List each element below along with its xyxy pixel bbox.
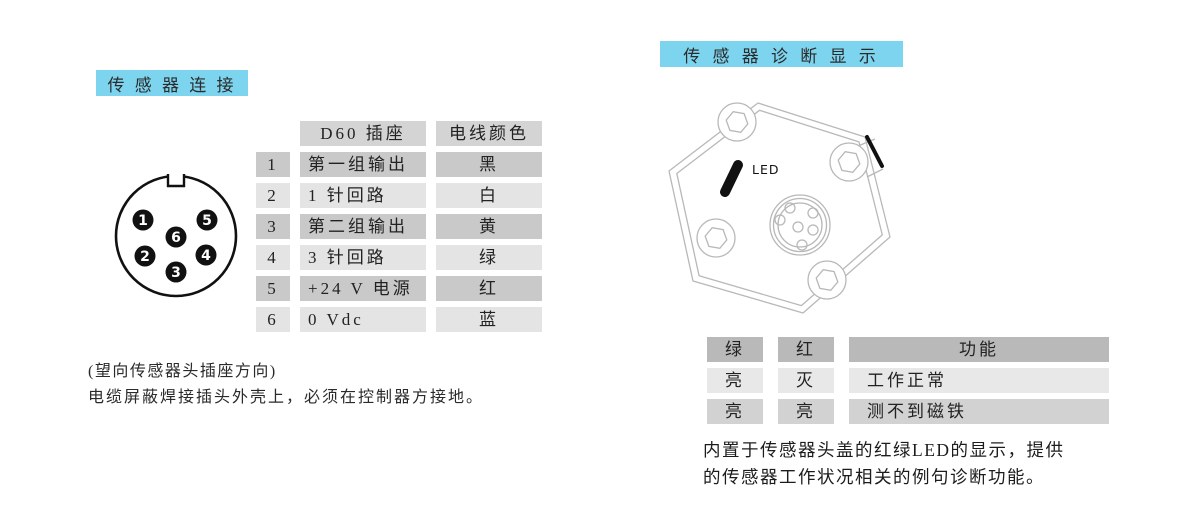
diagnostic-description-line-1: 内置于传感器头盖的红绿LED的显示，提供	[703, 440, 1065, 460]
section-title-sensor-connection: 传 感 器 连 接	[96, 70, 248, 96]
led-row-2-red: 亮	[778, 399, 834, 424]
alignment-tick-mark	[865, 135, 884, 168]
led-table-header-green: 绿	[707, 337, 763, 362]
bolt-top	[717, 102, 757, 142]
pin-3-label: 3	[171, 265, 181, 281]
keyway-mask	[167, 172, 185, 186]
pin-6-label: 6	[171, 230, 181, 246]
led-indicator	[720, 160, 743, 197]
pin-1-circle	[132, 209, 154, 231]
wiring-row-1-function: 第一组输出	[300, 152, 426, 177]
wiring-row-6-color: 蓝	[436, 307, 542, 332]
connector-view-note: (望向传感器头插座方向)	[88, 363, 277, 380]
wiring-table-corner-cell	[256, 121, 290, 146]
keyway-notch	[166, 174, 186, 188]
pin-3-circle	[165, 261, 187, 283]
wiring-row-2-pin: 2	[256, 183, 290, 208]
wiring-row-3-color: 黄	[436, 214, 542, 239]
wiring-table-header-socket: D60 插座	[300, 121, 426, 146]
pin-5-circle	[196, 209, 218, 231]
wiring-row-6-pin: 6	[256, 307, 290, 332]
wiring-row-4-function: 3 针回路	[300, 245, 426, 270]
wiring-row-5-pin: 5	[256, 276, 290, 301]
wiring-row-6-function: 0 Vdc	[300, 307, 426, 332]
pin-6-circle	[165, 226, 187, 248]
wiring-table: D60 插座 电线颜色 1 第一组输出 黑 2 1 针回路 白 3 第二组输出 …	[256, 121, 542, 332]
wiring-row-4-pin: 4	[256, 245, 290, 270]
cable-shield-note: 电缆屏蔽焊接插头外壳上，必须在控制器方接地。	[88, 389, 485, 406]
led-label: LED	[752, 162, 780, 177]
led-table-header-function: 功能	[849, 337, 1109, 362]
wiring-row-1-pin: 1	[256, 152, 290, 177]
bolt-lower-left	[696, 218, 736, 258]
sensor-head-diagram: LED	[668, 102, 891, 314]
pin-group: 1 5 6 2 4 3	[132, 209, 218, 283]
wiring-row-2-function: 1 针回路	[300, 183, 426, 208]
pin-1-label: 1	[138, 213, 148, 229]
bolt-upper-right	[829, 142, 869, 182]
alignment-tab-lines	[857, 138, 884, 178]
pin-4-label: 4	[201, 248, 211, 264]
central-connector	[769, 194, 831, 256]
section-title-label: 传 感 器 诊 断 显 示	[683, 46, 880, 66]
pin-5-label: 5	[202, 213, 212, 229]
led-row-2-green: 亮	[707, 399, 763, 424]
led-row-2-function: 测不到磁铁	[849, 399, 1109, 424]
wiring-row-3-pin: 3	[256, 214, 290, 239]
led-table-header-red: 红	[778, 337, 834, 362]
pin-4-circle	[195, 244, 217, 266]
wiring-row-3-function: 第二组输出	[300, 214, 426, 239]
connector-pinout-diagram: 1 5 6 2 4 3	[114, 172, 238, 298]
pin-2-circle	[134, 245, 156, 267]
section-title-sensor-diagnostic-display: 传 感 器 诊 断 显 示	[660, 41, 903, 67]
pin-2-label: 2	[140, 249, 150, 265]
wiring-row-2-color: 白	[436, 183, 542, 208]
led-status-table: 绿 红 功能 亮 灭 工作正常 亮 亮 测不到磁铁	[707, 337, 1109, 424]
diagnostic-description: 内置于传感器头盖的红绿LED的显示，提供 的传感器工作状况相关的例句诊断功能。	[703, 437, 1065, 491]
bolt-bottom	[807, 260, 847, 300]
wiring-row-5-function: +24 V 电源	[300, 276, 426, 301]
hexagon-inner-outline	[676, 109, 883, 307]
led-row-1-red: 灭	[778, 368, 834, 393]
wiring-row-5-color: 红	[436, 276, 542, 301]
led-row-1-green: 亮	[707, 368, 763, 393]
diagnostic-description-line-2: 的传感器工作状况相关的例句诊断功能。	[703, 467, 1045, 487]
wiring-row-4-color: 绿	[436, 245, 542, 270]
wiring-table-header-wire-color: 电线颜色	[436, 121, 542, 146]
led-row-1-function: 工作正常	[849, 368, 1109, 393]
wiring-row-1-color: 黑	[436, 152, 542, 177]
section-title-label: 传 感 器 连 接	[107, 75, 237, 95]
